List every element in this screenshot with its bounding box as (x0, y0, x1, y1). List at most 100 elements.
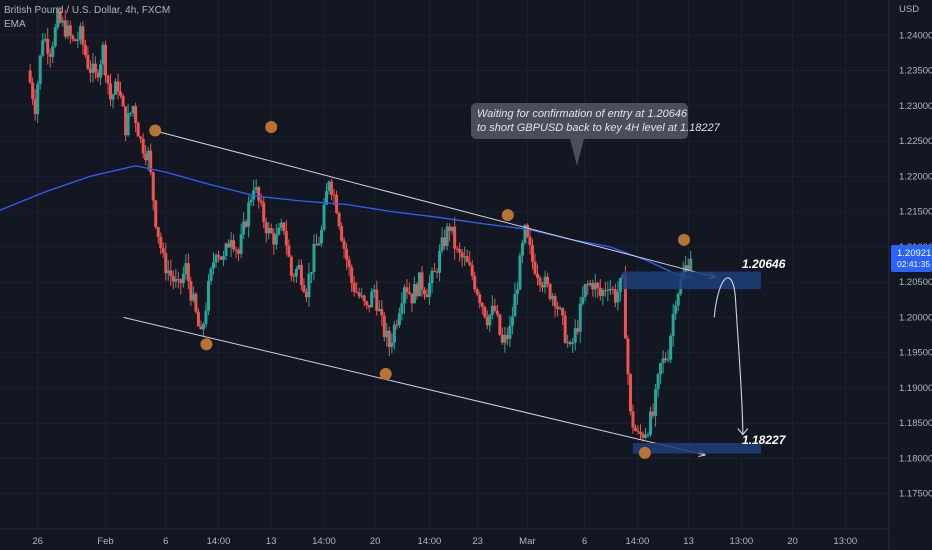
candle-body (206, 280, 210, 311)
candle-body (56, 11, 60, 28)
x-tick-label: 6 (163, 536, 168, 547)
candle-body (387, 330, 391, 348)
candle-body (86, 55, 90, 69)
candle-body (628, 374, 632, 412)
candle-body (219, 256, 223, 260)
target-level-label: 1.18227 (742, 433, 787, 447)
candle-body (460, 252, 464, 258)
candle-body (465, 256, 469, 263)
candle-body (264, 222, 268, 234)
candle-body (611, 288, 615, 290)
annotation-line-2: to short GBPUSD back to key 4H level at … (477, 122, 721, 134)
candle-body (63, 20, 67, 37)
candle-body (669, 335, 673, 360)
candle-body (543, 276, 547, 288)
candle-body (370, 291, 374, 308)
indicator-label: EMA (4, 19, 26, 30)
candle-body (41, 40, 45, 56)
candle-body (659, 363, 663, 375)
candle-body (385, 330, 389, 338)
candle-body (164, 253, 168, 274)
candle-body (184, 263, 188, 274)
candle-body (445, 226, 449, 246)
candle-body (234, 249, 238, 251)
candle-body (154, 200, 158, 228)
time-axis[interactable]: 26 Feb 6 14:00 13 14:00 20 14:00 23 Mar 6 14:00 13 13… (0, 528, 889, 547)
candle-body (623, 274, 627, 339)
x-tick-label: 20 (370, 536, 381, 547)
candle-body (304, 292, 308, 298)
candle-body (508, 325, 512, 339)
candle-body (151, 172, 155, 201)
candle-body (448, 226, 452, 231)
y-tick-label: 1.18000 (899, 453, 932, 464)
candle-body (510, 316, 514, 326)
price-axis[interactable]: USD 1.24000 1.23500 1.23000 1.22500 1.22000 1… (888, 0, 932, 550)
y-tick-label: 1.19500 (899, 348, 932, 359)
channel-upper-line (153, 130, 716, 278)
candle-body (636, 430, 640, 432)
key-levels[interactable] (622, 271, 761, 454)
last-price: 1.20921 (897, 248, 931, 259)
x-tick-label: 13 (683, 536, 694, 547)
candle-body (505, 335, 509, 339)
candle-body (365, 301, 369, 306)
candle-body (114, 81, 118, 95)
candle-body (395, 324, 399, 326)
candle-body (360, 295, 364, 297)
candle-body (257, 187, 261, 201)
candle-body (337, 213, 341, 227)
candle-body (279, 222, 283, 228)
candle-body (239, 234, 243, 254)
candle-body (31, 82, 35, 100)
candle-body (400, 303, 404, 314)
candle-body (179, 279, 183, 284)
candle-body (541, 285, 545, 288)
candle-body (420, 272, 424, 290)
candle-body (362, 295, 366, 302)
candle-body (254, 187, 258, 191)
candle-body (686, 265, 690, 270)
candle-body (561, 308, 565, 316)
x-tick-label: 23 (472, 536, 483, 547)
candle-body (498, 314, 502, 335)
candle-body (397, 313, 401, 326)
candle-body (249, 199, 253, 203)
candle-body (566, 342, 570, 344)
candle-body (523, 224, 527, 243)
candle-body (83, 44, 87, 56)
candle-body (578, 303, 582, 332)
candle-body (402, 287, 406, 304)
candle-body (581, 296, 585, 304)
candle-body (161, 248, 165, 254)
candle-body (530, 245, 534, 262)
touch-marker (678, 233, 691, 246)
candle-body (38, 55, 42, 85)
candle-body (342, 240, 346, 249)
candle-body (558, 308, 562, 310)
candle-body (533, 261, 537, 274)
candle-body (480, 303, 484, 307)
candle-body (470, 264, 474, 276)
candle-body (211, 262, 215, 269)
projection-arrows[interactable] (713, 277, 749, 436)
candle-body (518, 255, 522, 290)
annotation-callout[interactable]: Waiting for confirmation of entry at 1.2… (471, 103, 721, 166)
candle-body (262, 202, 266, 223)
annotation-line-1: Waiting for confirmation of entry at 1.2… (477, 108, 688, 120)
candle-body (646, 434, 650, 436)
x-tick-label: 14:00 (418, 536, 442, 547)
projection-path (713, 277, 744, 435)
candle-body (134, 106, 138, 123)
y-tick-label: 1.17500 (899, 489, 932, 500)
y-tick-label: 1.19000 (899, 383, 932, 394)
candle-body (458, 248, 462, 253)
candle-body (591, 283, 595, 290)
candle-body (656, 374, 660, 390)
candle-body (515, 289, 519, 294)
candle-body (503, 335, 507, 343)
candle-body (377, 309, 381, 311)
candle-body (528, 236, 532, 246)
candle-body (317, 243, 321, 246)
